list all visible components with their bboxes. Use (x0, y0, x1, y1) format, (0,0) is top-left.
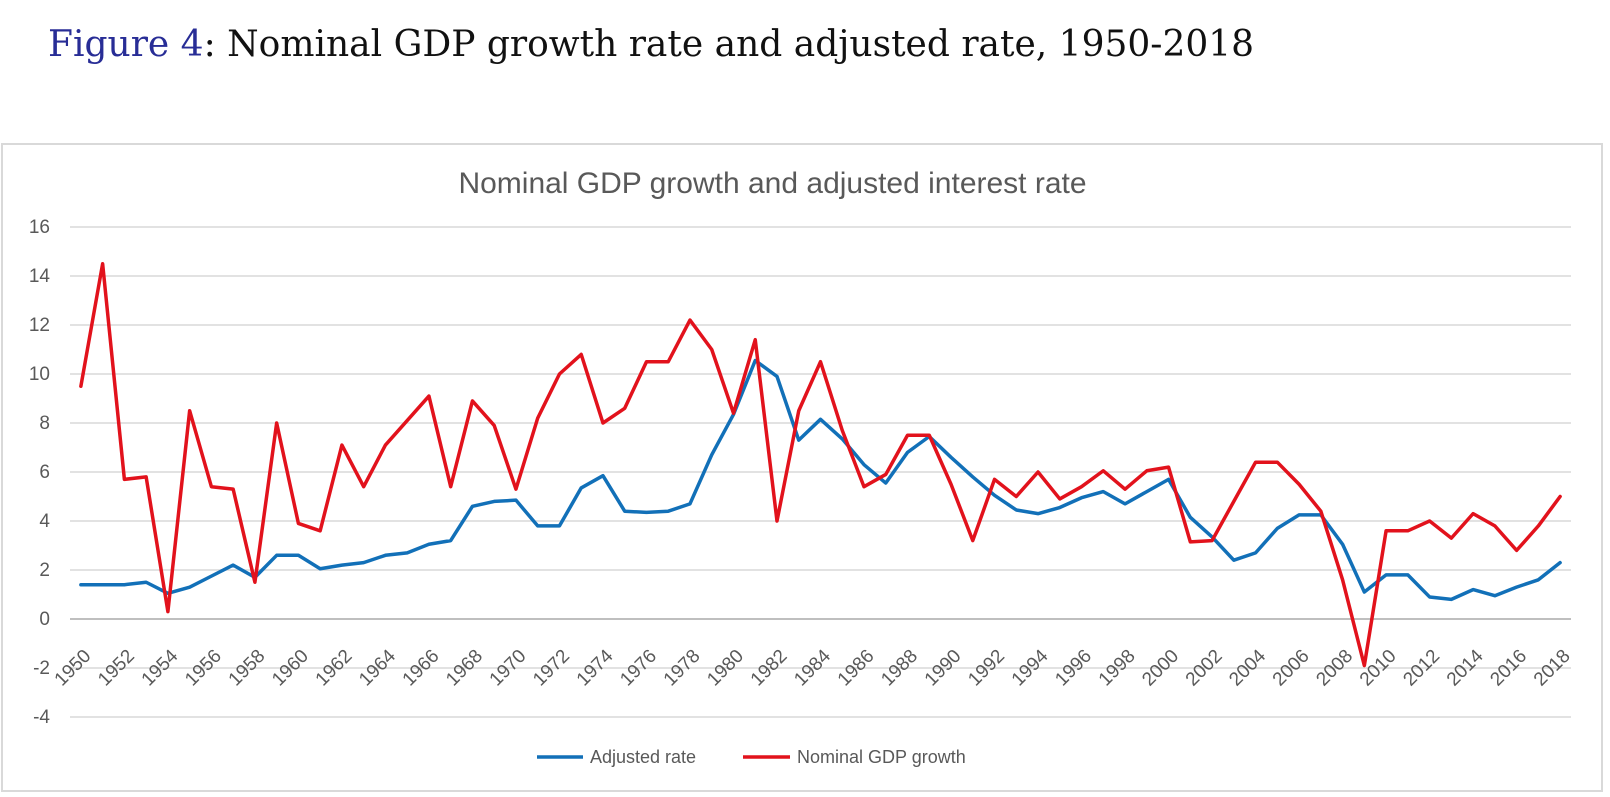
y-tick-label: 16 (29, 217, 50, 238)
series-line-nominal-gdp-growth (79, 262, 1562, 668)
y-tick-label: -4 (33, 707, 50, 728)
y-tick-label: 2 (39, 560, 50, 581)
legend-label: Nominal GDP growth (797, 747, 966, 767)
y-tick-label: 12 (29, 315, 50, 336)
y-tick-label: 6 (39, 462, 50, 483)
chart-title: Nominal GDP growth and adjusted interest… (458, 167, 1087, 200)
chart-border (1, 143, 1603, 792)
y-tick-label: 14 (29, 266, 51, 287)
legend-label: Adjusted rate (590, 747, 696, 767)
y-tick-label: 10 (29, 364, 50, 385)
y-tick-label: -2 (33, 658, 50, 679)
chart-container: -4 -2 0 2 4 6 8 10 12 14 16 1950 1952 1954 1956 1958 196… (0, 143, 1610, 797)
y-tick-label: 0 (39, 609, 50, 630)
y-tick-label: 4 (39, 511, 50, 532)
figure-number-label: Figure 4 (48, 24, 204, 65)
y-tick-label: 8 (39, 413, 50, 434)
series-line-adjusted-rate (79, 358, 1562, 602)
line-chart-svg: -4-2024681012141619501952195419561958196… (1, 143, 1603, 792)
figure-title-text: : Nominal GDP growth rate and adjusted r… (203, 24, 1255, 65)
figure-title: Figure 4: Nominal GDP growth rate and ad… (48, 22, 1588, 67)
